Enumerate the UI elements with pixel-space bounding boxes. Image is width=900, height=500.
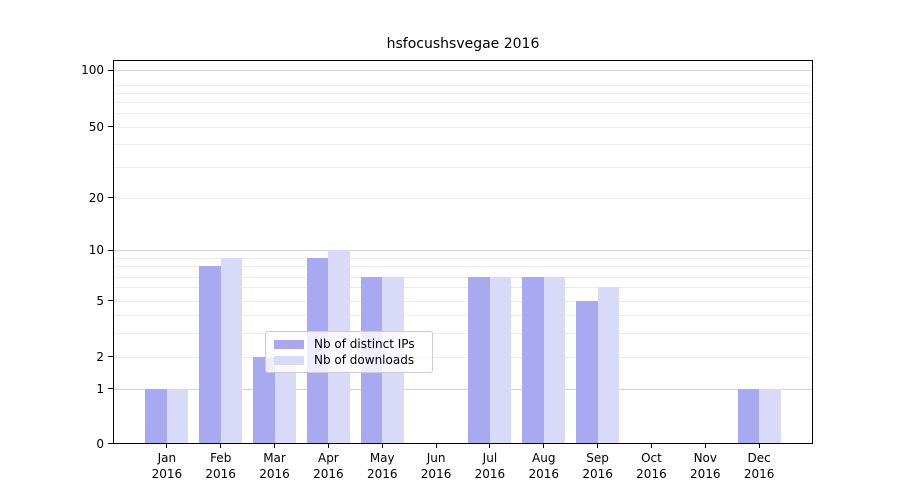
bar-distinct-ips-mar bbox=[253, 356, 275, 444]
x-tick-sep bbox=[597, 444, 599, 448]
x-tick-mar bbox=[274, 444, 276, 448]
x-tick-label-apr: Apr 2016 bbox=[313, 451, 344, 481]
x-tick-jul bbox=[489, 444, 491, 448]
x-tick-oct bbox=[650, 444, 652, 448]
y-tick-5 bbox=[108, 300, 113, 301]
minor-gridline-80 bbox=[113, 93, 813, 94]
bar-downloads-jul bbox=[489, 276, 512, 444]
minor-gridline-7 bbox=[113, 276, 813, 278]
major-gridline-10 bbox=[113, 250, 813, 251]
x-tick-aug bbox=[543, 444, 545, 448]
legend-entry-downloads: Nb of downloads bbox=[274, 352, 424, 368]
x-tick-label-jun: Jun 2016 bbox=[420, 451, 452, 481]
x-tick-dec bbox=[758, 444, 760, 448]
legend-label-downloads: Nb of downloads bbox=[314, 353, 415, 367]
bar-distinct-ips-dec bbox=[737, 388, 760, 444]
y-tick-100 bbox=[108, 69, 113, 71]
bar-downloads-aug bbox=[543, 276, 566, 444]
x-tick-label-oct: Oct 2016 bbox=[636, 451, 667, 481]
minor-gridline-5 bbox=[113, 300, 813, 302]
minor-gridline-50 bbox=[113, 126, 813, 128]
bar-distinct-ips-aug bbox=[522, 276, 544, 444]
major-gridline-100 bbox=[113, 70, 813, 71]
x-tick-feb bbox=[220, 444, 222, 448]
minor-gridline-90 bbox=[113, 84, 813, 86]
y-tick-10 bbox=[108, 249, 113, 251]
minor-gridline-20 bbox=[113, 197, 813, 199]
x-tick-may bbox=[381, 444, 383, 448]
y-tick-label-1: 1 bbox=[96, 381, 104, 396]
bar-downloads-sep bbox=[597, 287, 620, 444]
x-tick-label-jul: Jul 2016 bbox=[474, 451, 506, 481]
y-tick-2 bbox=[108, 356, 113, 357]
x-tick-jun bbox=[435, 444, 437, 448]
minor-gridline-4 bbox=[113, 315, 813, 316]
y-tick-50 bbox=[108, 126, 113, 127]
minor-gridline-30 bbox=[113, 166, 813, 168]
major-gridline-1 bbox=[113, 388, 813, 390]
y-tick-label-20: 20 bbox=[88, 190, 104, 205]
bar-downloads-feb bbox=[220, 257, 243, 444]
minor-gridline-2 bbox=[113, 356, 813, 358]
x-tick-label-aug: Aug 2016 bbox=[528, 451, 560, 481]
y-tick-20 bbox=[108, 197, 113, 198]
x-tick-nov bbox=[704, 444, 706, 448]
y-tick-label-0: 0 bbox=[96, 436, 104, 451]
y-tick-label-10: 10 bbox=[88, 243, 104, 257]
y-tick-label-100: 100 bbox=[81, 63, 104, 77]
y-tick-0 bbox=[108, 443, 113, 444]
legend-swatch-distinct-ips bbox=[274, 339, 304, 349]
minor-gridline-8 bbox=[113, 266, 813, 267]
bar-downloads-mar bbox=[274, 356, 297, 444]
minor-gridline-6 bbox=[113, 287, 813, 288]
plot-area bbox=[113, 60, 813, 444]
bar-downloads-jan bbox=[166, 388, 189, 444]
minor-gridline-3 bbox=[113, 332, 813, 334]
y-tick-label-50: 50 bbox=[88, 119, 104, 134]
minor-gridline-40 bbox=[113, 144, 813, 145]
x-tick-label-feb: Feb 2016 bbox=[205, 451, 236, 481]
bar-distinct-ips-jul bbox=[468, 276, 490, 444]
legend-label-distinct-ips: Nb of distinct IPs bbox=[314, 337, 415, 351]
x-tick-label-sep: Sep 2016 bbox=[582, 451, 613, 481]
x-tick-jan bbox=[166, 444, 168, 448]
legend-entry-distinct-ips: Nb of distinct IPs bbox=[274, 336, 424, 352]
x-tick-label-dec: Dec 2016 bbox=[743, 451, 775, 481]
bar-downloads-dec bbox=[759, 388, 781, 444]
legend-box: Nb of distinct IPs Nb of downloads bbox=[265, 331, 433, 373]
y-tick-label-2: 2 bbox=[96, 349, 104, 364]
x-tick-label-mar: Mar 2016 bbox=[259, 451, 290, 481]
minor-gridline-70 bbox=[113, 102, 813, 103]
bar-distinct-ips-feb bbox=[199, 266, 221, 444]
minor-gridline-9 bbox=[113, 257, 813, 259]
x-tick-label-jan: Jan 2016 bbox=[151, 451, 183, 481]
legend-swatch-downloads bbox=[274, 355, 304, 365]
minor-gridline-60 bbox=[113, 112, 813, 114]
x-tick-apr bbox=[327, 444, 329, 448]
bar-distinct-ips-jan bbox=[145, 388, 167, 444]
x-tick-label-may: May 2016 bbox=[366, 451, 398, 481]
y-tick-1 bbox=[108, 388, 113, 389]
bar-distinct-ips-sep bbox=[576, 300, 598, 444]
chart-title: hsfocushsvegae 2016 bbox=[386, 36, 540, 52]
x-tick-label-nov: Nov 2016 bbox=[690, 451, 721, 481]
y-tick-label-5: 5 bbox=[96, 293, 104, 308]
